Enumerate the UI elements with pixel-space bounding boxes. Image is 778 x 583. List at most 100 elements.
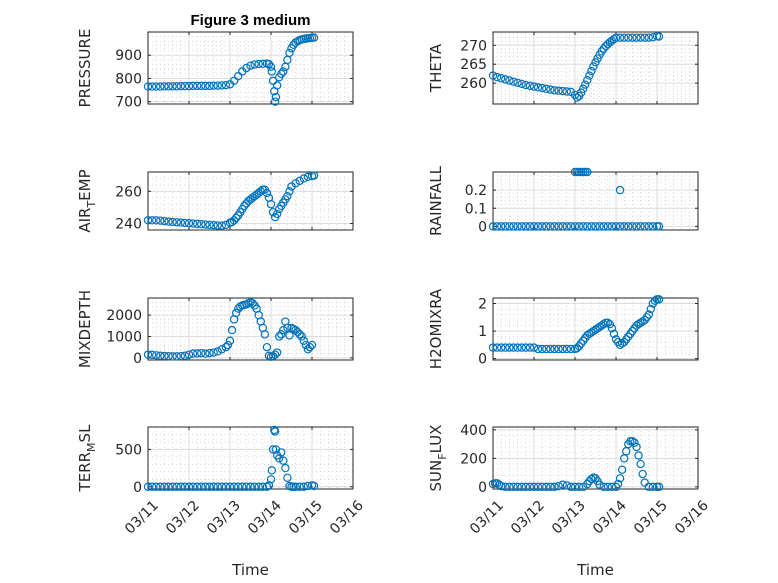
- data-point: [229, 76, 239, 85]
- y-tick-label: 0: [133, 351, 142, 367]
- data-point: [615, 474, 625, 483]
- data-point: [160, 482, 169, 491]
- data-point: [529, 222, 539, 231]
- data-point: [597, 47, 606, 56]
- data-point: [160, 82, 169, 91]
- data-point: [554, 86, 563, 95]
- data-point: [188, 219, 198, 228]
- data-point: [636, 33, 645, 42]
- data-point: [262, 482, 272, 491]
- data-point: [599, 482, 608, 492]
- data-point: [192, 81, 202, 91]
- data-point: [488, 343, 498, 352]
- x-tick-label: 03/16: [327, 498, 367, 538]
- data-point: [285, 48, 294, 58]
- data-point: [217, 345, 226, 354]
- data-point: [254, 59, 263, 69]
- y-axis-label: MIXDEPTH: [76, 290, 94, 368]
- data-point: [156, 482, 165, 491]
- data-point: [566, 222, 576, 231]
- y-tick-label: 265: [460, 57, 487, 73]
- data-point: [566, 344, 576, 354]
- y-axis-label: H2OMIXRA: [427, 288, 445, 369]
- data-point: [172, 82, 181, 91]
- axes-background: [492, 171, 699, 231]
- data-point: [546, 85, 555, 94]
- data-point: [562, 87, 572, 96]
- data-point: [570, 482, 580, 492]
- data-point: [309, 171, 319, 180]
- data-point: [180, 81, 190, 91]
- data-point: [533, 482, 543, 492]
- data-point: [558, 222, 567, 231]
- data-point: [299, 482, 308, 491]
- data-point: [143, 482, 153, 491]
- data-point: [591, 222, 600, 231]
- data-point: [172, 218, 181, 227]
- data-point: [513, 78, 522, 87]
- y-tick-label: 0: [478, 352, 487, 368]
- data-point: [279, 456, 288, 465]
- data-point: [624, 222, 633, 231]
- data-point: [613, 479, 623, 489]
- data-point: [644, 310, 654, 319]
- data-point: [550, 222, 559, 231]
- data-point: [151, 482, 161, 491]
- x-tick-label: 03/12: [508, 498, 548, 538]
- axes-frame: [147, 31, 354, 105]
- data-point: [209, 348, 218, 357]
- data-point: [562, 344, 572, 354]
- data-point: [521, 482, 531, 492]
- data-point: [636, 222, 645, 231]
- data-point: [151, 351, 161, 360]
- y-axis-label: SUNFLUX: [427, 425, 449, 492]
- subplot-terr-msl: 0 500 TERRMSL 03/11 03/12 03/13 03/14 03/15 03/1…: [76, 424, 367, 579]
- data-point: [644, 482, 654, 492]
- data-point: [589, 62, 598, 71]
- data-point: [303, 172, 313, 182]
- data-point: [646, 304, 656, 314]
- data-point: [221, 342, 231, 352]
- data-point: [205, 482, 214, 491]
- data-point: [267, 466, 277, 475]
- data-point: [221, 482, 231, 491]
- data-point: [497, 74, 506, 83]
- data-point: [229, 482, 239, 491]
- data-point: [609, 35, 619, 44]
- data-point: [587, 222, 596, 231]
- data-point: [223, 340, 233, 350]
- data-point: [505, 482, 514, 492]
- subplot-sun-flux: 0 200 400 SUNFLUX 03/11 03/12 03/13 03/14 03/15 0…: [427, 423, 712, 579]
- data-point: [607, 222, 617, 231]
- data-point: [164, 482, 173, 491]
- y-axis-label: TERRMSL: [76, 424, 98, 493]
- data-point: [558, 344, 567, 354]
- data-point: [164, 217, 173, 226]
- data-point: [554, 344, 563, 354]
- data-point: [268, 76, 278, 85]
- data-point: [583, 167, 592, 177]
- y-tick-label: 0.1: [465, 201, 487, 217]
- data-point: [533, 222, 543, 231]
- data-point: [513, 222, 522, 231]
- data-point: [521, 80, 531, 90]
- data-point: [164, 351, 173, 361]
- data-point: [583, 75, 592, 85]
- data-point: [558, 86, 567, 96]
- series-points: [143, 171, 319, 230]
- data-point: [275, 454, 284, 463]
- data-point: [277, 330, 286, 339]
- data-point: [525, 343, 535, 352]
- x-tick-label: 03/14: [590, 498, 630, 538]
- data-point: [538, 222, 547, 231]
- data-point: [264, 481, 274, 490]
- data-point: [295, 176, 304, 186]
- data-point: [168, 482, 177, 491]
- data-point: [546, 482, 555, 492]
- data-point: [644, 33, 654, 42]
- data-point: [270, 427, 280, 436]
- data-point: [205, 220, 214, 230]
- data-point: [501, 75, 510, 84]
- x-axis-label: Time: [576, 561, 614, 579]
- data-point: [277, 448, 286, 457]
